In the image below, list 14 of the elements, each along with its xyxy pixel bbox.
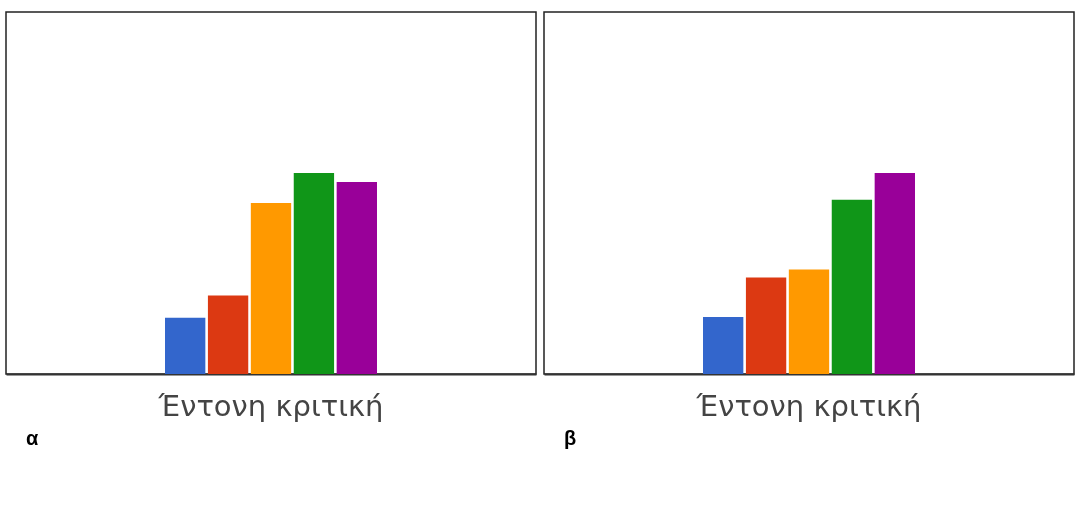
bar	[250, 203, 292, 374]
text: α	[26, 427, 39, 449]
bar	[336, 181, 377, 374]
x-tick-label: Έντονη κριτική	[157, 388, 384, 423]
bar	[874, 172, 915, 374]
text: β	[564, 427, 577, 449]
bar	[745, 277, 787, 374]
bar	[165, 317, 206, 374]
bar	[831, 199, 873, 374]
x-tick-label: Έντονη κριτική	[695, 388, 922, 423]
bar	[788, 269, 830, 374]
bar	[293, 172, 335, 374]
bar	[207, 295, 249, 374]
bar	[703, 316, 744, 374]
